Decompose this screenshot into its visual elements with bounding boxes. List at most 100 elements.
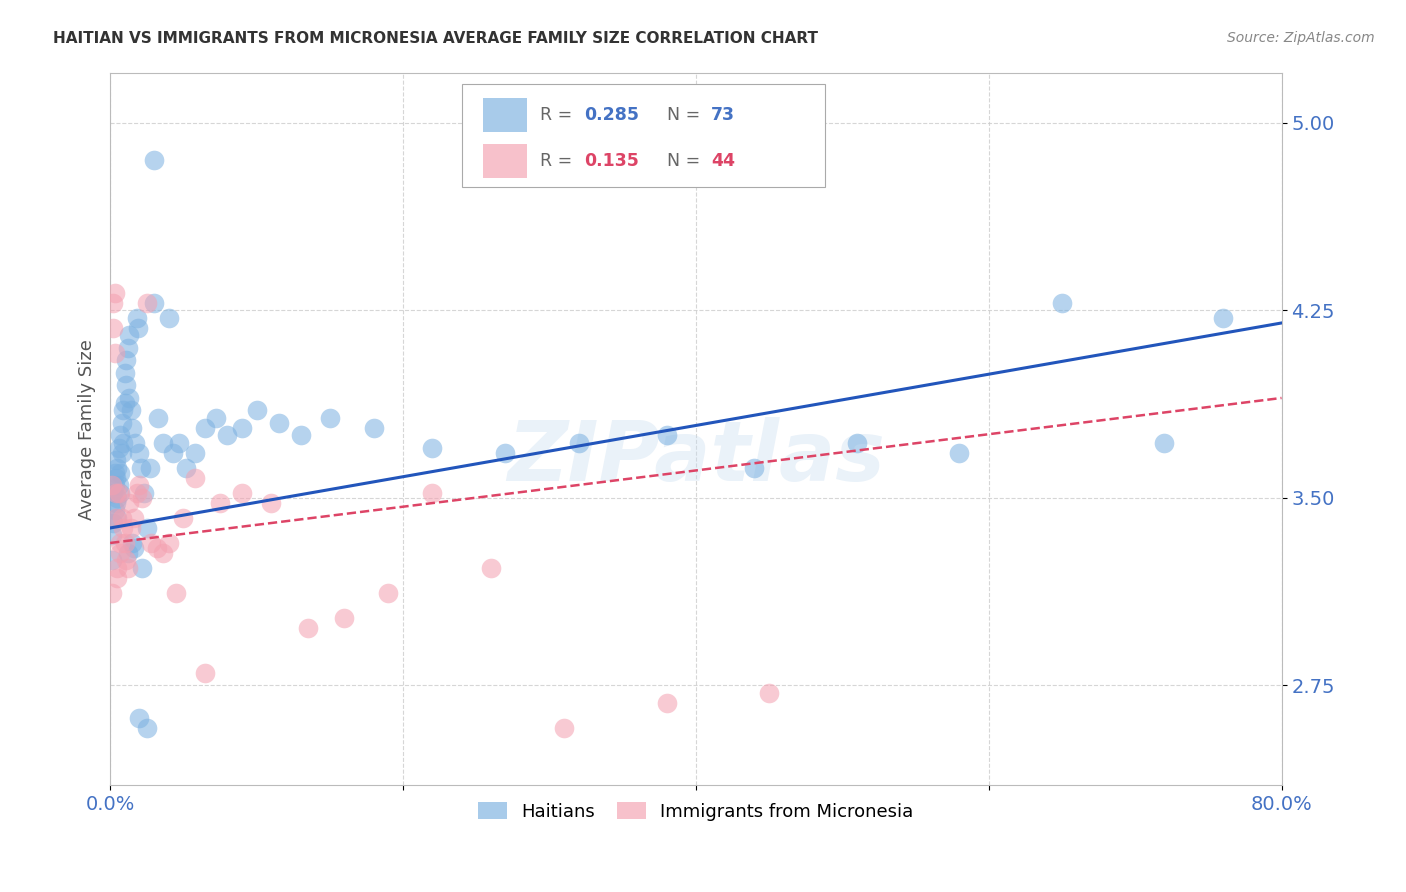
- Point: [115, 353, 138, 368]
- Y-axis label: Average Family Size: Average Family Size: [79, 339, 96, 520]
- Text: 73: 73: [711, 105, 735, 124]
- Point: [118, 328, 141, 343]
- Point: [194, 421, 217, 435]
- Point: [495, 446, 517, 460]
- Text: ZIPatlas: ZIPatlas: [508, 417, 884, 499]
- Point: [194, 665, 217, 680]
- Point: [103, 503, 125, 517]
- Point: [290, 428, 312, 442]
- Point: [148, 411, 170, 425]
- Point: [112, 436, 135, 450]
- Point: [231, 486, 253, 500]
- Text: 0.285: 0.285: [585, 105, 640, 124]
- Point: [112, 521, 135, 535]
- Point: [111, 416, 134, 430]
- Point: [111, 511, 134, 525]
- Point: [107, 511, 129, 525]
- Point: [115, 553, 138, 567]
- Point: [1050, 296, 1073, 310]
- Point: [110, 546, 132, 560]
- Point: [744, 461, 766, 475]
- Point: [167, 436, 190, 450]
- Point: [110, 428, 132, 442]
- Point: [125, 486, 148, 500]
- Legend: Haitians, Immigrants from Micronesia: Haitians, Immigrants from Micronesia: [470, 793, 922, 830]
- Point: [121, 421, 143, 435]
- Point: [152, 436, 174, 450]
- Point: [176, 461, 198, 475]
- Point: [101, 486, 124, 500]
- Point: [117, 341, 139, 355]
- Point: [568, 436, 591, 450]
- Text: 0.135: 0.135: [585, 152, 640, 169]
- Point: [157, 536, 180, 550]
- Point: [217, 428, 239, 442]
- Point: [208, 496, 231, 510]
- Point: [105, 471, 128, 485]
- Point: [103, 346, 125, 360]
- Point: [107, 561, 129, 575]
- Text: 44: 44: [711, 152, 735, 169]
- Point: [108, 441, 131, 455]
- Point: [110, 486, 132, 500]
- Point: [101, 321, 124, 335]
- Text: N =: N =: [666, 105, 706, 124]
- Point: [100, 586, 122, 600]
- Point: [125, 310, 148, 325]
- Point: [105, 511, 128, 525]
- Point: [117, 561, 139, 575]
- FancyBboxPatch shape: [461, 84, 825, 187]
- Point: [121, 536, 143, 550]
- Point: [297, 621, 319, 635]
- Point: [103, 466, 125, 480]
- Point: [105, 486, 128, 500]
- Point: [122, 511, 145, 525]
- Text: R =: R =: [540, 152, 578, 169]
- Point: [479, 561, 502, 575]
- Point: [131, 491, 153, 505]
- Point: [107, 571, 129, 585]
- Point: [184, 446, 207, 460]
- Point: [184, 471, 207, 485]
- Point: [129, 461, 152, 475]
- Point: [420, 486, 443, 500]
- Text: N =: N =: [666, 152, 706, 169]
- Point: [143, 296, 166, 310]
- Point: [165, 586, 187, 600]
- FancyBboxPatch shape: [482, 144, 527, 178]
- Point: [420, 441, 443, 455]
- Point: [204, 411, 226, 425]
- Point: [333, 611, 356, 625]
- FancyBboxPatch shape: [482, 97, 527, 132]
- Point: [100, 528, 122, 542]
- Point: [117, 546, 139, 560]
- Point: [110, 466, 132, 480]
- Point: [107, 461, 129, 475]
- Point: [103, 478, 125, 492]
- Point: [118, 391, 141, 405]
- Point: [120, 403, 142, 417]
- Point: [101, 296, 124, 310]
- Point: [128, 446, 150, 460]
- Point: [1153, 436, 1175, 450]
- Text: Source: ZipAtlas.com: Source: ZipAtlas.com: [1227, 31, 1375, 45]
- Point: [110, 536, 132, 550]
- Point: [1212, 310, 1234, 325]
- Point: [267, 416, 290, 430]
- Point: [114, 536, 136, 550]
- Point: [363, 421, 385, 435]
- Point: [138, 461, 160, 475]
- Point: [128, 478, 150, 492]
- Point: [245, 403, 267, 417]
- Point: [141, 536, 163, 550]
- Point: [172, 511, 194, 525]
- Point: [108, 478, 131, 492]
- Point: [100, 553, 122, 567]
- Point: [122, 541, 145, 555]
- Point: [948, 446, 970, 460]
- Point: [655, 696, 678, 710]
- Point: [135, 721, 157, 735]
- Point: [120, 521, 142, 535]
- Point: [132, 486, 155, 500]
- Point: [107, 491, 129, 505]
